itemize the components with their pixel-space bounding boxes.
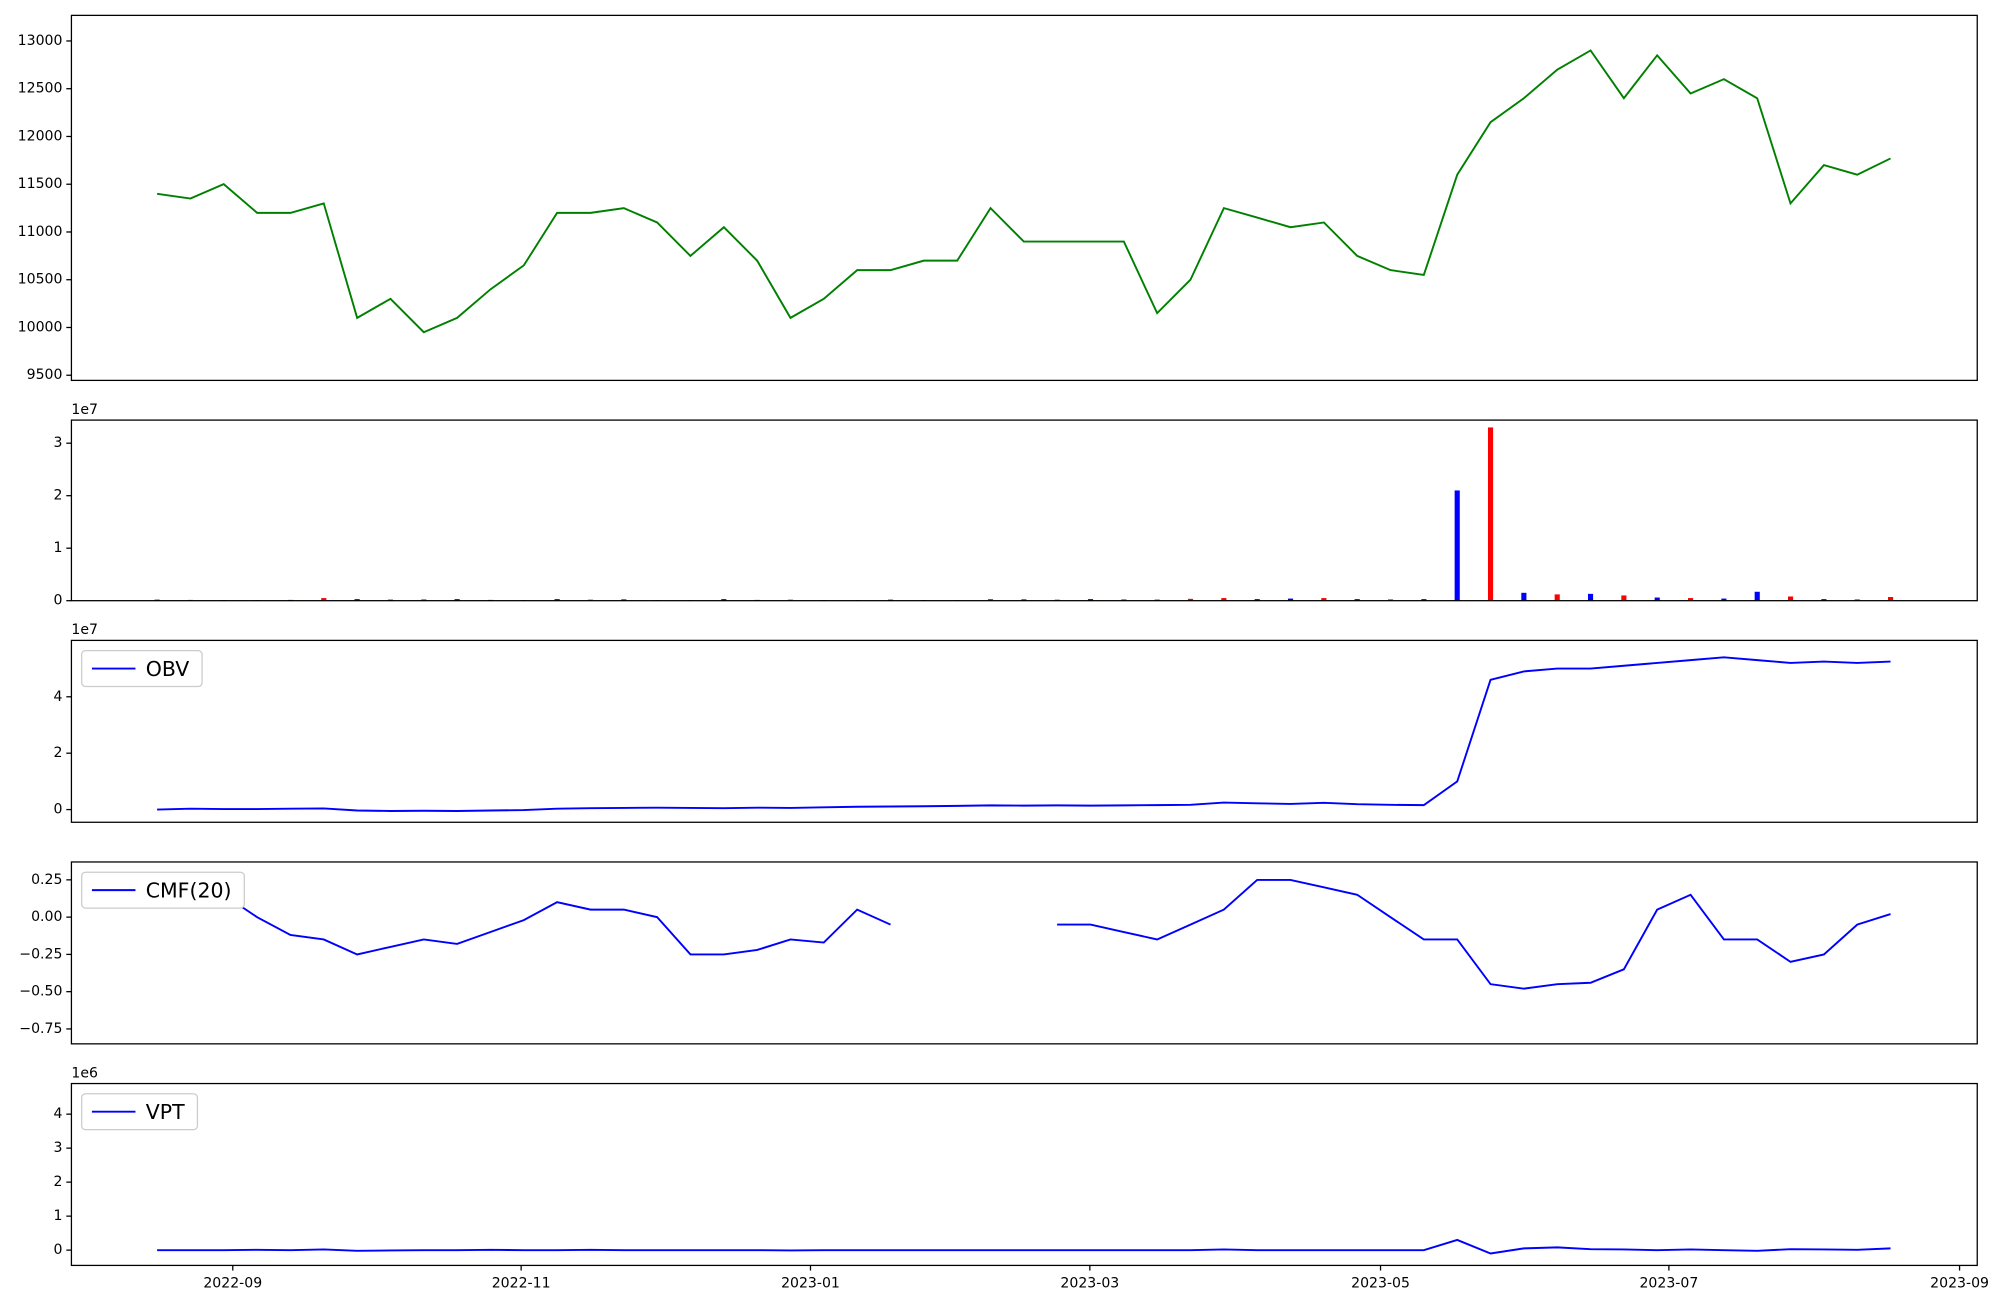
y-tick-label: 4 [53,689,62,705]
y-tick-label: 0 [53,802,62,818]
y-tick-label: 3 [53,1140,62,1156]
axes-frame [70,639,1978,823]
line [156,878,1891,990]
x-tick-label: 2023-07 [1639,1275,1698,1291]
y-tick-label: 10000 [18,319,63,335]
legend [81,871,245,909]
x-tick-label: 2023-01 [781,1275,840,1291]
legend-label: OBV [146,657,190,681]
y-tick-label: 2 [53,1174,62,1190]
bar [1121,599,1127,601]
y-tick-label: 2 [53,745,62,761]
y-tick-label: 0 [53,593,62,609]
bar [1854,599,1860,601]
bar [454,599,460,601]
bar [1387,599,1394,601]
legend-label: CMF(20) [146,878,232,902]
bar [1454,490,1460,601]
y-tick-label: 13000 [18,33,63,49]
y-tick-label: 2 [53,488,62,504]
axes-frame [70,14,1978,382]
bar [1487,427,1494,601]
bar [1021,599,1027,601]
y-tick-label: −0.50 [19,984,62,1000]
y-tick-label: −0.75 [19,1021,62,1037]
axes-frame [70,861,1978,1045]
y-tick-label: −0.25 [19,946,62,962]
y-tick-label: 11000 [18,224,63,240]
y-tick-label: 1 [53,540,62,556]
bar [1321,598,1327,601]
bar [1554,594,1560,601]
line [157,1238,1891,1255]
bar [1721,598,1727,601]
bar [354,599,360,601]
y-tick-label: 1 [53,1208,62,1224]
y-tick-label: 9500 [27,367,63,383]
y-tick-label: 12000 [18,128,63,144]
bar [554,599,560,601]
y-tick-label: 12500 [18,81,63,97]
bar [721,599,727,601]
bar [321,598,327,601]
offset-text: 1e7 [71,622,98,638]
bar [1087,599,1094,601]
y-tick-label: 11500 [18,176,63,192]
bar [1888,597,1894,601]
bar [1754,591,1760,601]
bar [421,599,427,601]
bar [1421,599,1427,601]
line [157,656,1891,812]
y-tick-label: 0.00 [31,909,62,925]
bar [1687,598,1694,601]
offset-text: 1e7 [71,402,98,418]
y-tick-label: 0.25 [31,872,62,888]
bar [1521,592,1527,601]
bar [1787,596,1794,601]
y-tick-label: 4 [53,1106,62,1122]
y-tick-label: 0 [53,1242,62,1258]
legend [81,1093,199,1131]
bar [987,599,994,601]
legend-label: VPT [146,1100,185,1124]
bar [621,599,627,601]
bar [1354,599,1360,601]
x-tick-label: 2023-09 [1930,1275,1989,1291]
bar [1587,593,1594,601]
y-tick-label: 10500 [18,272,63,288]
offset-text: 1e6 [71,1065,98,1081]
y-tick-label: 3 [53,435,62,451]
bar [1287,598,1294,601]
x-tick-label: 2022-11 [492,1275,551,1291]
bar [1187,598,1194,601]
bar [1821,599,1827,601]
line [156,49,1891,334]
bar [1654,597,1660,601]
legend [81,650,203,688]
x-tick-label: 2023-05 [1351,1275,1410,1291]
bar [1254,599,1260,601]
x-tick-label: 2022-09 [203,1275,262,1291]
x-tick-label: 2023-03 [1060,1275,1119,1291]
bar [1621,595,1627,601]
axes-frame [70,419,1978,602]
axes-frame [70,1082,1978,1267]
bar [1221,598,1227,601]
